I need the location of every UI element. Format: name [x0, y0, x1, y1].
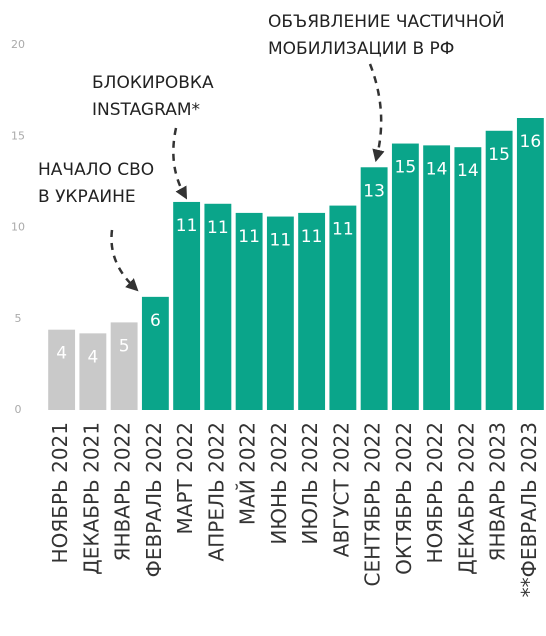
value-label: 13: [363, 181, 385, 201]
value-label: 4: [56, 344, 67, 364]
x-tick-label: **ФЕВРАЛЬ 2023: [517, 422, 541, 597]
value-label: 11: [176, 216, 198, 236]
x-tick-label: СЕНТЯБРЬ 2022: [361, 422, 385, 587]
bar: [141, 296, 169, 410]
bar: [391, 143, 419, 411]
bar: [79, 333, 107, 410]
y-tick-label: 20: [11, 38, 25, 51]
bar: [360, 167, 388, 410]
x-tick-label: ИЮНЬ 2022: [267, 422, 291, 545]
value-label: 11: [332, 220, 354, 240]
y-tick-label: 0: [15, 403, 22, 416]
value-label: 11: [301, 227, 323, 247]
y-tick-label: 15: [11, 129, 25, 142]
x-tick-label: ФЕВРАЛЬ 2022: [142, 422, 166, 577]
value-label: 14: [457, 161, 479, 181]
annotation: ОБЪЯВЛЕНИЕ ЧАСТИЧНОЙ: [268, 10, 505, 32]
x-tick-label: НОЯБРЬ 2022: [423, 422, 447, 563]
bar: [516, 118, 544, 410]
x-tick-label: НОЯБРЬ 2021: [48, 422, 72, 563]
x-tick-label: МАЙ 2022: [236, 422, 260, 525]
x-tick-label: ДЕКАБРЬ 2022: [454, 422, 478, 575]
x-tick-label: ДЕКАБРЬ 2021: [79, 422, 103, 575]
value-label: 11: [207, 218, 229, 238]
x-tick-label: ЯНВАРЬ 2023: [486, 422, 510, 561]
bar: [298, 212, 326, 410]
value-label: 14: [426, 159, 448, 179]
arrow: [368, 63, 385, 163]
bar: [423, 145, 451, 410]
value-label: 5: [119, 336, 130, 356]
value-label: 15: [488, 145, 510, 165]
value-label: 16: [520, 132, 542, 152]
x-tick-label: ОКТЯБРЬ 2022: [392, 422, 416, 575]
x-tick-label: ЯНВАРЬ 2022: [111, 422, 135, 561]
value-label: 11: [238, 227, 260, 247]
x-tick-label: ИЮЛЬ 2022: [298, 422, 322, 545]
x-tick-label: АВГУСТ 2022: [329, 422, 353, 557]
x-tick-label: МАРТ 2022: [173, 422, 197, 534]
bar: [485, 130, 513, 410]
annotation: INSTAGRAM*: [92, 100, 200, 120]
value-label: 4: [87, 347, 98, 367]
bar: [454, 147, 482, 410]
x-tick-label: АПРЕЛЬ 2022: [204, 422, 228, 561]
annotation: БЛОКИРОВКА: [92, 73, 214, 93]
arrow: [172, 127, 188, 200]
annotation: МОБИЛИЗАЦИИ В РФ: [268, 39, 454, 59]
y-tick-label: 10: [11, 221, 25, 234]
bar: [204, 203, 232, 410]
bar: [110, 322, 138, 410]
y-tick-label: 5: [15, 312, 22, 325]
annotation: НАЧАЛО СВО: [38, 160, 154, 180]
annotation: В УКРАИНЕ: [38, 187, 136, 207]
value-label: 6: [150, 311, 161, 331]
bar: [48, 329, 76, 410]
bar: [235, 212, 263, 410]
value-label: 11: [270, 231, 292, 251]
bar: [173, 201, 201, 410]
bar: [266, 216, 294, 410]
bar: [329, 205, 357, 410]
value-label: 15: [395, 158, 417, 178]
arrow: [110, 229, 139, 292]
